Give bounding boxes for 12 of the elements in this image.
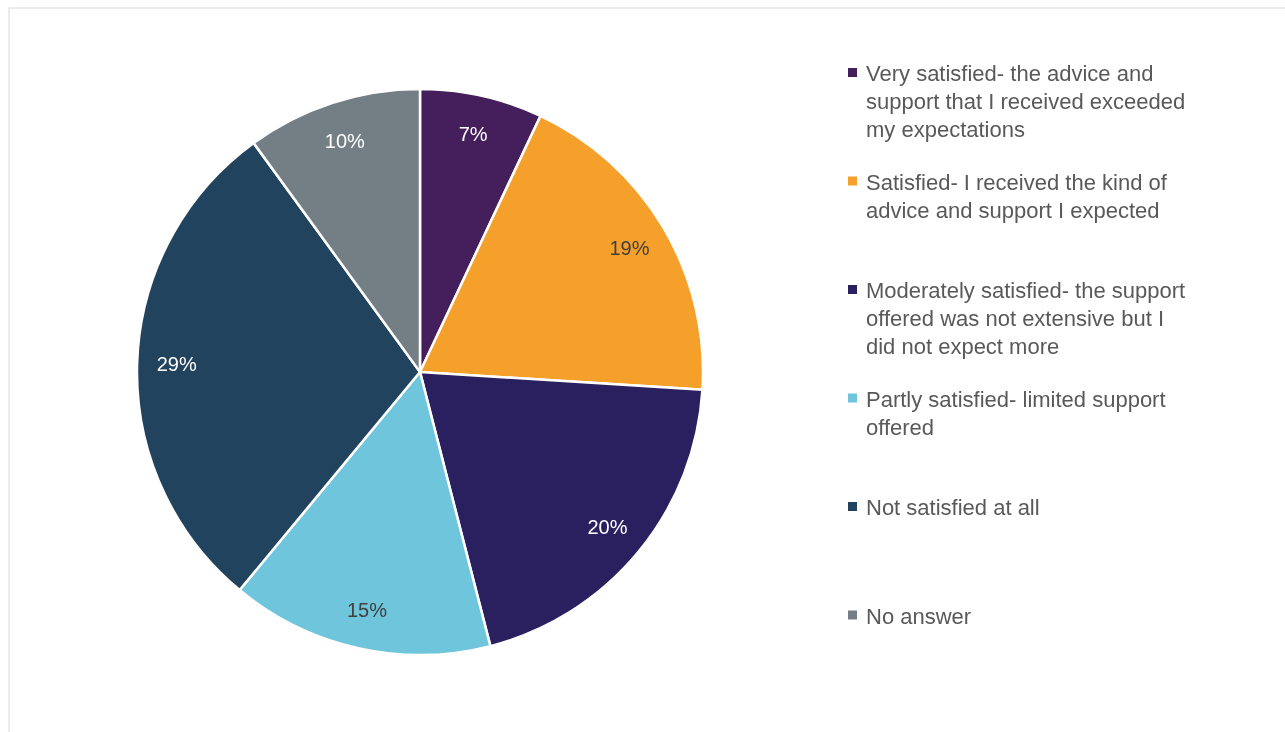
data-label: 10% (324, 129, 366, 152)
data-label: 20% (587, 516, 628, 539)
data-label: 19% (609, 237, 650, 260)
legend-label: Very satisfied- the advice and support that I received exceeded my expectations (866, 60, 1186, 142)
data-label: 7% (458, 123, 488, 146)
legend-label: Moderately satisfied- the support offered was not extensive but I did not expect more (866, 277, 1186, 359)
legend-label: Partly satisfied- limited support offered (866, 386, 1166, 439)
legend-label: Satisfied- I received the kind of advice and support I expected (866, 169, 1168, 222)
legend-label: Not satisfied at all (866, 494, 1040, 520)
data-label: 29% (156, 353, 197, 376)
legend-label: No answer (866, 603, 972, 628)
data-label: 15% (346, 598, 388, 621)
